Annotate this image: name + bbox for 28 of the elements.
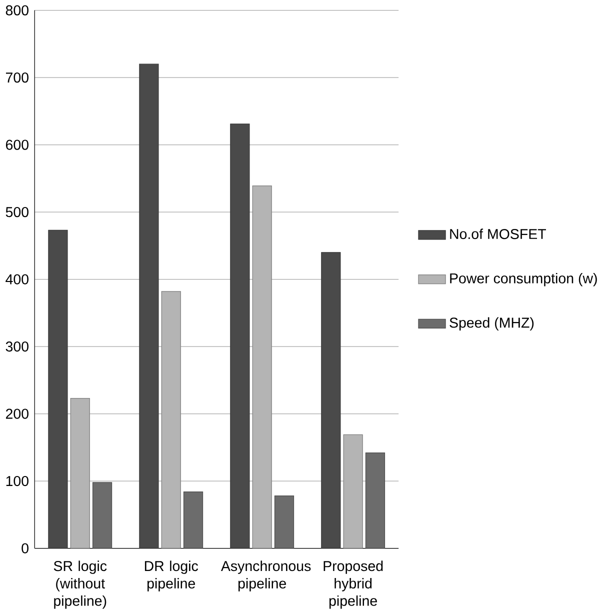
x-tick-label: Asynchronous pipeline xyxy=(221,560,311,592)
y-tick-label: 400 xyxy=(6,274,29,284)
y-tick-label: 500 xyxy=(6,207,29,218)
bar xyxy=(252,186,272,548)
y-tick-label: 800 xyxy=(6,5,29,16)
y-tick-label: 0 xyxy=(22,543,29,554)
legend-label: Power consumption (w) xyxy=(450,272,598,286)
x-tick-label: Proposed hybrid pipeline xyxy=(324,560,383,609)
y-tick-label: 100 xyxy=(6,476,29,486)
y-tick-label: 200 xyxy=(6,408,29,419)
bar xyxy=(274,496,294,548)
bar xyxy=(48,230,68,548)
x-tick-label: SR logic (without pipeline) xyxy=(54,560,107,609)
bar xyxy=(184,491,204,548)
y-tick-label: 600 xyxy=(6,140,29,150)
bar xyxy=(161,291,182,548)
bar xyxy=(343,434,364,548)
legend-label: No.of MOSFET xyxy=(450,228,546,240)
bar xyxy=(366,452,386,548)
bar xyxy=(321,252,341,548)
bar xyxy=(230,124,250,548)
legend-label: Speed (MHZ) xyxy=(450,317,534,331)
y-tick-label: 300 xyxy=(6,342,29,352)
bar xyxy=(70,398,90,548)
bar xyxy=(139,64,159,548)
bar xyxy=(92,482,112,548)
x-tick-label: DR logic pipeline xyxy=(145,560,198,592)
y-tick-label: 700 xyxy=(6,72,29,83)
